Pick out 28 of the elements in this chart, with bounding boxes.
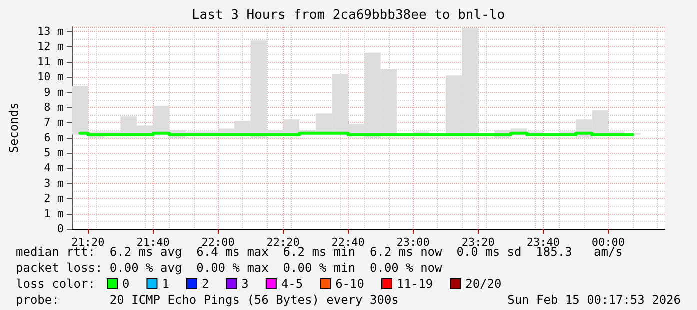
chart-title: Last 3 Hours from 2ca69bbb38ee to bnl-lo [192, 8, 506, 23]
legend-label: 0 [122, 277, 130, 291]
legend-label: 1 [162, 277, 170, 291]
y-tick-label: 5 m [44, 146, 64, 160]
y-tick-label: 3 m [44, 176, 64, 190]
legend-label: 6-10 [336, 277, 364, 291]
y-tick-label: 6 m [44, 131, 64, 144]
legend-label: 20/20 [466, 277, 502, 291]
y-tick-label: 8 m [44, 100, 64, 114]
y-tick-label: 7 m [44, 116, 64, 130]
legend-label: 4-5 [281, 277, 304, 291]
y-tick-label: 4 m [44, 162, 64, 175]
text: packet loss: 0.00 % avg 0.00 % max 0.00 % min 0.00 % now [16, 261, 444, 275]
text: Sun Feb 15 00:17:53 2026 [508, 293, 681, 307]
legend-label: 11-19 [396, 277, 434, 291]
legend-label: 3 [242, 277, 249, 291]
y-tick-label: 1 m [44, 207, 64, 220]
y-tick-label: 11 m [38, 55, 64, 68]
legend-title: loss color: [16, 277, 96, 291]
y-tick-label: 0 [57, 222, 64, 236]
y-tick-label: 12 m [38, 40, 64, 54]
y-tick-label: 10 m [38, 70, 64, 84]
legend-label: 2 [202, 277, 210, 291]
y-tick-label: 9 m [44, 86, 64, 99]
y-tick-label: 2 m [44, 192, 64, 206]
y-tick-label: 13 m [38, 25, 64, 38]
text: probe: 20 ICMP Echo Pings (56 Bytes) every 300s [16, 293, 399, 307]
y-axis-title: Seconds [7, 102, 21, 154]
